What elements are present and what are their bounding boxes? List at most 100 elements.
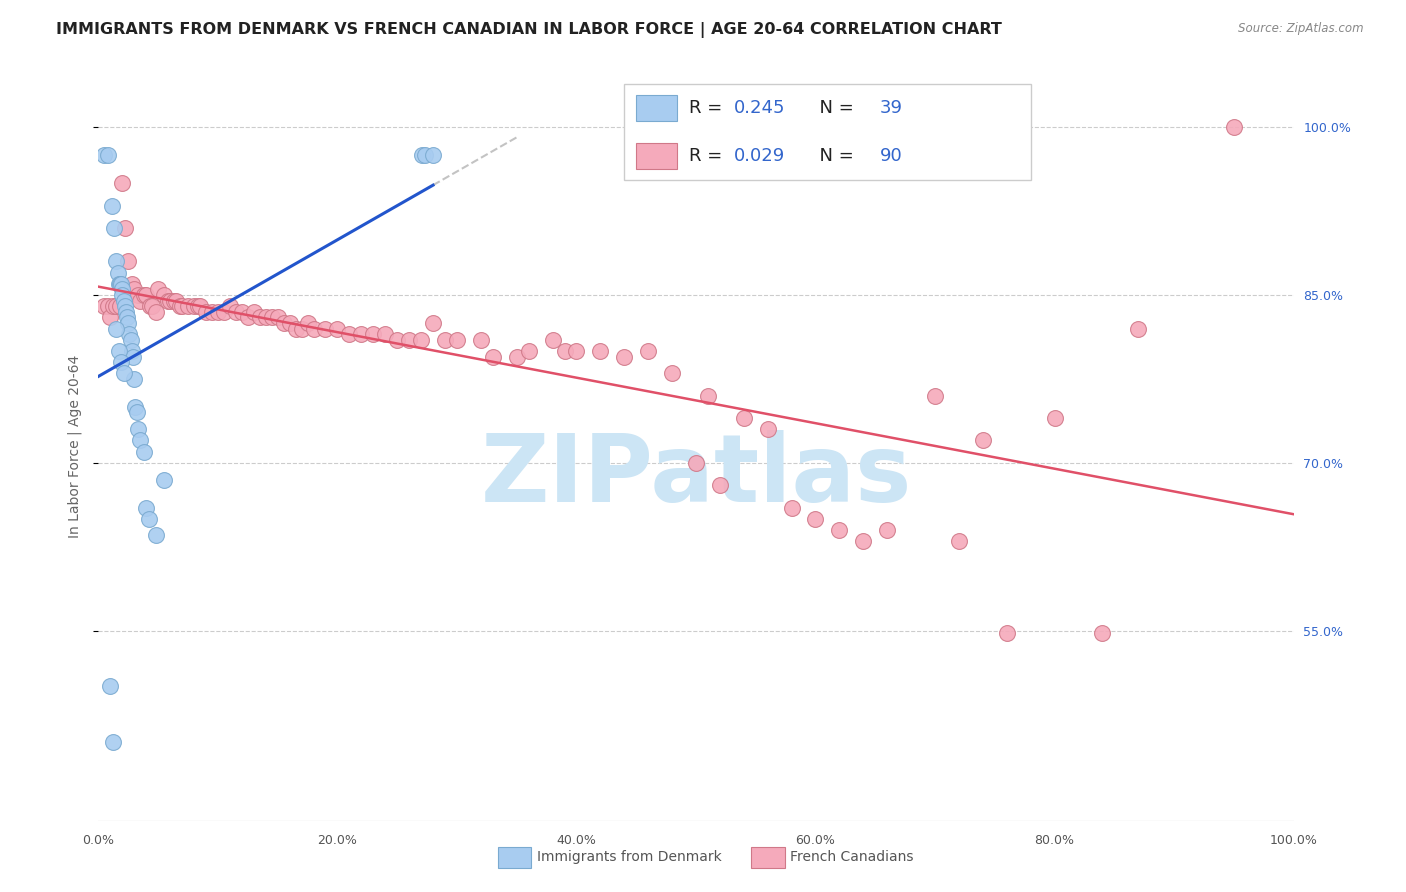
Point bbox=[267, 310, 290, 325]
Point bbox=[111, 176, 134, 190]
Point bbox=[948, 534, 970, 549]
Point bbox=[1091, 625, 1114, 640]
Point bbox=[163, 293, 186, 308]
Point bbox=[876, 523, 898, 537]
Point bbox=[122, 350, 145, 364]
Point bbox=[243, 305, 266, 319]
Point bbox=[446, 333, 468, 347]
Text: R =: R = bbox=[689, 147, 728, 165]
Point bbox=[260, 310, 283, 325]
Point bbox=[278, 316, 301, 330]
Point bbox=[411, 333, 433, 347]
Point bbox=[107, 277, 129, 291]
Point bbox=[297, 316, 319, 330]
Point bbox=[93, 148, 115, 162]
Point bbox=[115, 305, 138, 319]
Point bbox=[141, 299, 163, 313]
Point bbox=[385, 333, 409, 347]
Point bbox=[105, 299, 128, 313]
Point bbox=[138, 511, 160, 525]
Point bbox=[541, 333, 564, 347]
Point bbox=[291, 321, 314, 335]
Point bbox=[97, 148, 120, 162]
Point bbox=[97, 299, 120, 313]
Point bbox=[231, 305, 253, 319]
Text: ZIPatlas: ZIPatlas bbox=[481, 430, 911, 522]
Point bbox=[135, 500, 157, 515]
Point bbox=[145, 305, 167, 319]
Point bbox=[756, 422, 779, 436]
Point bbox=[159, 293, 181, 308]
Point bbox=[470, 333, 492, 347]
Point bbox=[100, 198, 122, 212]
Text: IMMIGRANTS FROM DENMARK VS FRENCH CANADIAN IN LABOR FORCE | AGE 20-64 CORRELATIO: IMMIGRANTS FROM DENMARK VS FRENCH CANADI… bbox=[56, 22, 1002, 38]
Point bbox=[201, 305, 224, 319]
Point bbox=[107, 266, 129, 280]
Point bbox=[110, 277, 132, 291]
Point bbox=[93, 299, 115, 313]
Point bbox=[98, 680, 122, 694]
Point bbox=[1128, 321, 1150, 335]
Point bbox=[565, 343, 588, 358]
Point bbox=[1043, 411, 1066, 425]
Point bbox=[434, 333, 457, 347]
Point bbox=[339, 327, 361, 342]
Point bbox=[780, 500, 803, 515]
Text: 20.0%: 20.0% bbox=[318, 834, 357, 847]
Point bbox=[697, 389, 720, 403]
Point bbox=[589, 343, 612, 358]
Text: Source: ZipAtlas.com: Source: ZipAtlas.com bbox=[1239, 22, 1364, 36]
Point bbox=[108, 299, 131, 313]
Point bbox=[101, 735, 124, 749]
Point bbox=[117, 316, 139, 330]
Point bbox=[506, 350, 529, 364]
Point bbox=[422, 316, 444, 330]
Point bbox=[103, 221, 125, 235]
Point bbox=[613, 350, 636, 364]
Text: 0.245: 0.245 bbox=[734, 99, 786, 117]
Point bbox=[112, 367, 135, 381]
Point bbox=[172, 299, 194, 313]
Point bbox=[273, 316, 295, 330]
Text: Immigrants from Denmark: Immigrants from Denmark bbox=[537, 850, 721, 864]
Point bbox=[326, 321, 349, 335]
Point bbox=[98, 310, 122, 325]
Point bbox=[188, 299, 211, 313]
Point bbox=[422, 148, 444, 162]
Point bbox=[804, 511, 827, 525]
Point bbox=[225, 305, 247, 319]
Point bbox=[107, 343, 129, 358]
Point bbox=[124, 372, 146, 386]
Text: 90: 90 bbox=[880, 147, 903, 165]
Point bbox=[413, 148, 436, 162]
Point bbox=[363, 327, 385, 342]
Point bbox=[212, 305, 235, 319]
Point bbox=[118, 327, 141, 342]
FancyBboxPatch shape bbox=[637, 95, 676, 120]
Point bbox=[972, 434, 994, 448]
Point bbox=[127, 288, 149, 302]
Point bbox=[411, 148, 433, 162]
Point bbox=[111, 288, 134, 302]
Point bbox=[110, 355, 132, 369]
Point bbox=[156, 293, 179, 308]
Point bbox=[139, 299, 162, 313]
Point bbox=[398, 333, 420, 347]
Text: R =: R = bbox=[689, 99, 728, 117]
Point bbox=[315, 321, 337, 335]
Point bbox=[153, 473, 176, 487]
Point bbox=[111, 282, 134, 296]
Point bbox=[132, 444, 155, 458]
Point bbox=[637, 343, 659, 358]
Point bbox=[852, 534, 875, 549]
Point bbox=[236, 310, 259, 325]
Point bbox=[183, 299, 205, 313]
Text: 80.0%: 80.0% bbox=[1035, 834, 1074, 847]
Point bbox=[733, 411, 755, 425]
Point bbox=[924, 389, 946, 403]
Point bbox=[995, 625, 1018, 640]
Point bbox=[169, 299, 191, 313]
Point bbox=[517, 343, 540, 358]
Point bbox=[108, 277, 131, 291]
Point bbox=[661, 367, 683, 381]
